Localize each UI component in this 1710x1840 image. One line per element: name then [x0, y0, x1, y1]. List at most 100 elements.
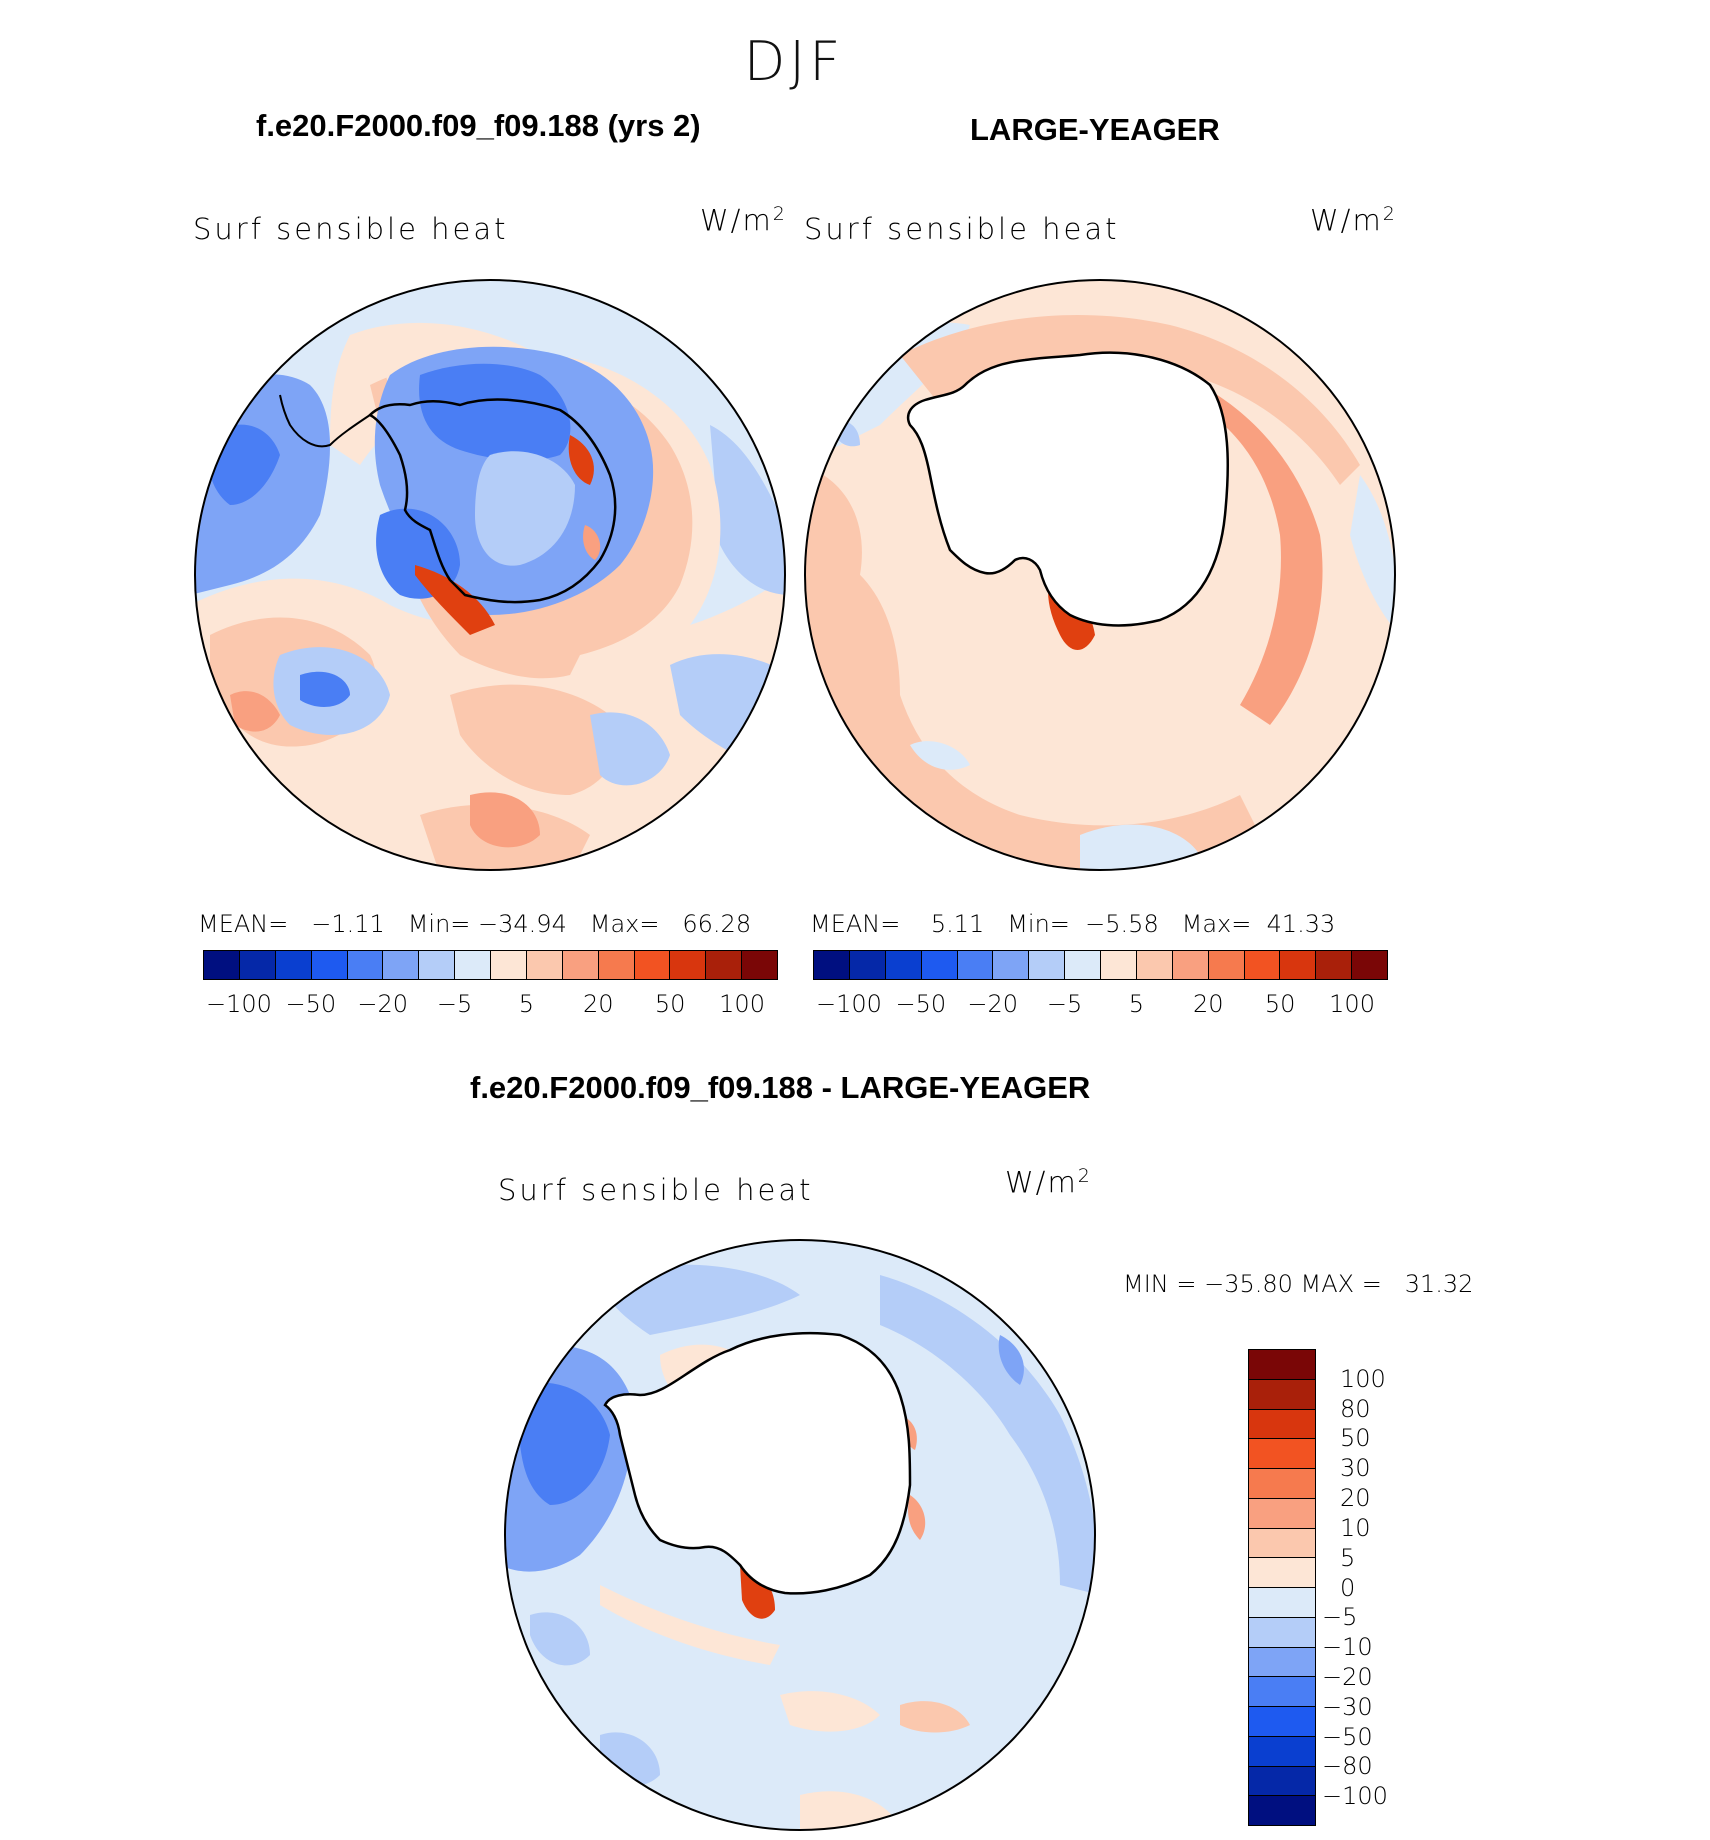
colorbar-tick-label: −20: [1322, 1662, 1373, 1691]
colorbar-tick-label: 20: [1340, 1484, 1371, 1513]
colorbar-tick-label: 5: [1128, 990, 1145, 1018]
colorbar-swatch: [455, 951, 491, 979]
obs-units-label: W/m2: [1310, 203, 1397, 238]
colorbar-swatch: [670, 951, 707, 979]
colorbar-tick-label: 20: [1193, 990, 1224, 1018]
colorbar-swatch: [993, 951, 1030, 979]
obs-polar-map: [804, 279, 1396, 871]
colorbar-swatch: [1249, 1796, 1315, 1825]
colorbar-swatch: [1029, 951, 1066, 979]
colorbar-swatch: [275, 951, 312, 979]
colorbar-swatch: [1316, 951, 1353, 979]
model-polar-map: [194, 279, 786, 871]
colorbar-tick-label: −100: [815, 990, 882, 1018]
diff-minmax: MIN = −35.80 MAX = 31.32: [1123, 1270, 1474, 1298]
model-variable-label: Surf sensible heat: [193, 212, 509, 246]
colorbar-tick-label: 5: [1340, 1543, 1356, 1572]
colorbar-swatch: [742, 951, 777, 979]
colorbar-swatch: [1249, 1469, 1315, 1499]
colorbar-swatch: [1249, 1379, 1315, 1410]
colorbar-swatch: [491, 951, 527, 979]
colorbar-tick-label: −10: [1322, 1633, 1373, 1662]
obs-colorbar-ticks: −100 −50 −20 −5 5 20 50 100: [813, 990, 1388, 1024]
obs-panel-title: LARGE-YEAGER: [970, 112, 1220, 147]
diff-colorbar: [1248, 1349, 1316, 1826]
colorbar-tick-label: −30: [1322, 1692, 1373, 1721]
colorbar-swatch: [634, 951, 671, 979]
colorbar-tick-label: −20: [967, 990, 1019, 1018]
colorbar-tick-label: −5: [1046, 990, 1083, 1018]
colorbar-swatch: [1249, 1647, 1315, 1678]
colorbar-swatch: [1249, 1707, 1315, 1737]
colorbar-tick-label: 100: [1340, 1364, 1386, 1393]
obs-colorbar: [813, 950, 1388, 980]
colorbar-swatch: [526, 951, 563, 979]
diff-colorbar-ticks: 100 80 50 30 20 10 5 0 −5 −10 −20 −30 −50 −80 −100: [1322, 1349, 1430, 1826]
colorbar-swatch: [1280, 951, 1317, 979]
colorbar-tick-label: 30: [1340, 1454, 1371, 1483]
colorbar-tick-label: −80: [1322, 1752, 1373, 1781]
model-colorbar: [203, 950, 778, 980]
colorbar-swatch: [1249, 1588, 1315, 1618]
model-map-fill: [195, 280, 785, 870]
colorbar-tick-label: −100: [205, 990, 272, 1018]
colorbar-swatch: [1249, 1736, 1315, 1767]
colorbar-swatch: [1208, 951, 1245, 979]
colorbar-tick-label: 100: [719, 990, 765, 1018]
model-stats: MEAN= −1.11 Min= −34.94 Max= 66.28: [198, 910, 752, 938]
colorbar-tick-label: 10: [1340, 1513, 1371, 1542]
colorbar-tick-label: 50: [1340, 1424, 1371, 1453]
colorbar-swatch: [849, 951, 886, 979]
model-panel-title: f.e20.F2000.f09_f09.188 (yrs 2): [256, 108, 701, 143]
colorbar-swatch: [239, 951, 276, 979]
colorbar-swatch: [1249, 1677, 1315, 1707]
colorbar-swatch: [1136, 951, 1173, 979]
colorbar-tick-label: 20: [583, 990, 614, 1018]
colorbar-tick-label: −5: [436, 990, 473, 1018]
colorbar-swatch: [921, 951, 958, 979]
colorbar-swatch: [419, 951, 456, 979]
colorbar-swatch: [1101, 951, 1137, 979]
colorbar-swatch: [1249, 1439, 1315, 1469]
colorbar-swatch: [1249, 1617, 1315, 1648]
colorbar-tick-label: −5: [1322, 1603, 1358, 1632]
main-title: DJF: [743, 30, 845, 93]
colorbar-tick-label: −100: [1322, 1782, 1388, 1811]
obs-variable-label: Surf sensible heat: [804, 212, 1120, 246]
diff-variable-label: Surf sensible heat: [498, 1173, 814, 1207]
colorbar-swatch: [957, 951, 994, 979]
colorbar-swatch: [1249, 1409, 1315, 1440]
diff-antarctica-landmask: [603, 1331, 912, 1595]
colorbar-swatch: [1172, 951, 1209, 979]
colorbar-tick-label: 80: [1340, 1394, 1371, 1423]
colorbar-tick-label: −20: [357, 990, 409, 1018]
diff-panel-title: f.e20.F2000.f09_f09.188 - LARGE-YEAGER: [470, 1070, 1091, 1105]
colorbar-swatch: [1249, 1350, 1315, 1380]
obs-map-fill: [805, 280, 1395, 870]
colorbar-tick-label: −50: [285, 990, 337, 1018]
colorbar-swatch: [204, 951, 240, 979]
diff-polar-map: [504, 1239, 1096, 1831]
colorbar-swatch: [1244, 951, 1281, 979]
colorbar-tick-label: 50: [654, 990, 686, 1018]
colorbar-swatch: [383, 951, 420, 979]
colorbar-swatch: [1249, 1766, 1315, 1797]
colorbar-tick-label: −50: [895, 990, 947, 1018]
colorbar-tick-label: 5: [518, 990, 535, 1018]
colorbar-swatch: [706, 951, 743, 979]
model-units-label: W/m2: [700, 203, 787, 238]
colorbar-swatch: [1249, 1528, 1315, 1559]
colorbar-swatch: [562, 951, 599, 979]
colorbar-swatch: [347, 951, 384, 979]
colorbar-swatch: [1065, 951, 1101, 979]
diff-units-label: W/m2: [1005, 1165, 1092, 1200]
model-colorbar-ticks: −100 −50 −20 −5 5 20 50 100: [203, 990, 778, 1024]
colorbar-swatch: [1249, 1498, 1315, 1529]
colorbar-swatch: [1249, 1558, 1315, 1588]
colorbar-swatch: [885, 951, 922, 979]
model-peninsula-coastline: [279, 394, 371, 448]
colorbar-swatch: [598, 951, 635, 979]
colorbar-swatch: [814, 951, 850, 979]
colorbar-tick-label: −50: [1322, 1722, 1373, 1751]
obs-antarctica-landmask: [906, 351, 1230, 627]
